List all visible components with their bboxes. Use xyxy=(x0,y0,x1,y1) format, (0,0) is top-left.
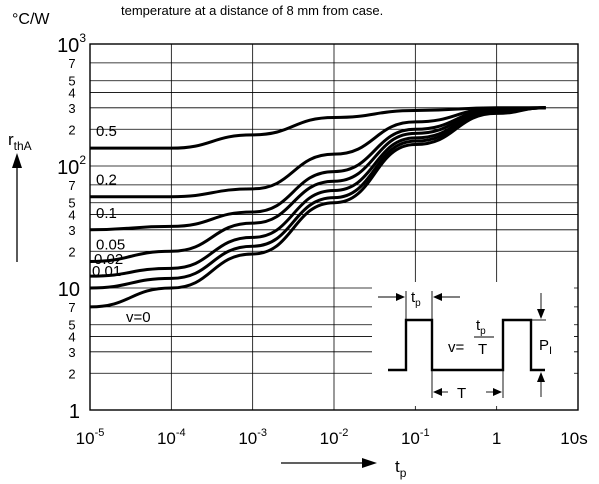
pulse-diagram-inset: tp T PI v= tp T xyxy=(372,282,574,406)
inset-formula-lhs: v= xyxy=(448,339,465,356)
y-tick-label-minor: 4 xyxy=(68,86,75,101)
x-tick-label: 10-5 xyxy=(76,427,105,448)
inset-T-label: T xyxy=(457,385,466,402)
inset-formula-denominator: T xyxy=(478,341,487,358)
inset-formula-numerator: tp xyxy=(476,317,486,337)
inset-power-label: PI xyxy=(539,337,552,357)
y-unit-label: °C/W xyxy=(12,11,50,28)
x-axis-arrow xyxy=(281,458,377,468)
y-tick-label-minor: 2 xyxy=(68,366,75,381)
series-line-v0 xyxy=(89,106,546,309)
x-tick-label: 10-2 xyxy=(320,427,349,448)
series-label: 0.02 xyxy=(94,251,123,268)
x-axis-labels: 10-5 10-4 10-3 10-2 10-1 1 10s xyxy=(76,427,588,448)
series-line-01 xyxy=(89,106,546,232)
y-tick-label-major: 10 xyxy=(58,279,80,301)
y-tick-label-minor: 3 xyxy=(68,101,75,116)
y-tick-label-minor: 7 xyxy=(68,178,75,193)
y-tick-label-minor: 7 xyxy=(68,56,75,71)
y-tick-label-minor: 5 xyxy=(68,318,75,333)
x-tick-label: 10-3 xyxy=(238,427,267,448)
y-tick-label-minor: 3 xyxy=(68,223,75,238)
y-tick-label-minor: 3 xyxy=(68,345,75,360)
y-tick-label-major: 1 xyxy=(69,401,80,423)
y-tick-label-minor: 2 xyxy=(68,244,75,259)
series-label: 0.01 xyxy=(92,263,121,280)
series-labels: 0.5 0.2 0.1 0.050.020.01 v=0 xyxy=(92,123,151,326)
x-tick-label: 1 xyxy=(492,429,501,448)
y-tick-label-minor: 7 xyxy=(68,300,75,315)
y-axis-title: rthA xyxy=(8,130,32,153)
y-axis-arrow xyxy=(12,153,22,262)
series-label: 0.1 xyxy=(96,205,117,222)
x-axis-title: tp xyxy=(395,457,407,480)
y-tick-label-minor: 4 xyxy=(68,330,75,345)
plot-frame xyxy=(89,43,579,411)
x-tick-label: 10-1 xyxy=(401,427,430,448)
series-label: 0.5 xyxy=(96,123,117,140)
data-series xyxy=(89,106,546,309)
y-tick-label-minor: 4 xyxy=(68,208,75,223)
x-tick-label: 10s xyxy=(560,429,587,448)
pulse-waveform xyxy=(388,318,545,372)
chart-caption: temperature at a distance of 8 mm from c… xyxy=(121,3,383,18)
y-tick-label-minor: 2 xyxy=(68,122,75,137)
y-tick-label-major: 103 xyxy=(57,31,86,57)
y-tick-label-minor: 5 xyxy=(68,196,75,211)
y-tick-label-major: 102 xyxy=(57,153,86,179)
inset-tp-label: tp xyxy=(411,289,421,309)
y-tick-label-minor: 5 xyxy=(68,74,75,89)
series-label: 0.05 xyxy=(96,236,125,253)
series-label: 0.2 xyxy=(96,172,117,189)
x-tick-label: 10-4 xyxy=(157,427,186,448)
series-label: v=0 xyxy=(126,309,151,326)
